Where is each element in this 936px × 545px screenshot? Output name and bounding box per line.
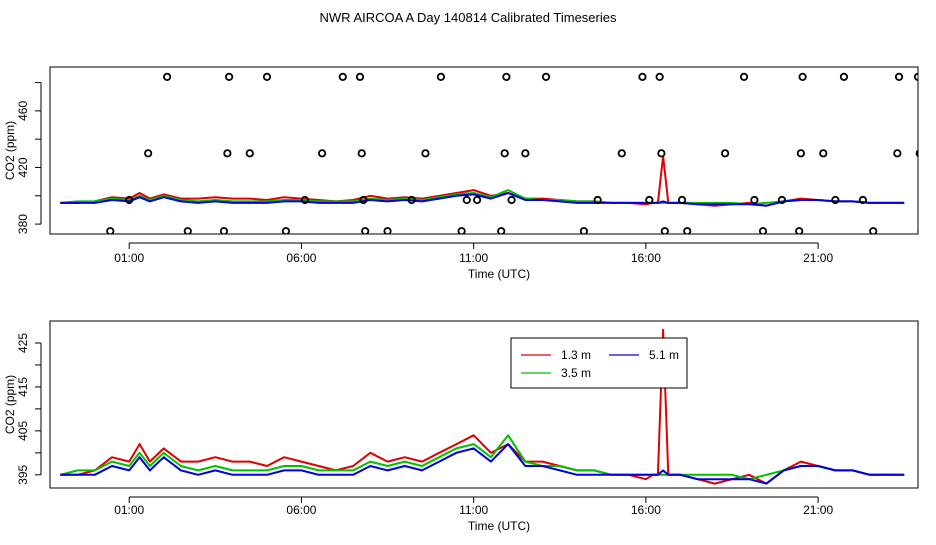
y-tick-label: 395 (16, 464, 30, 484)
flag-point (638, 72, 647, 82)
flag-point (436, 72, 446, 82)
flag-point (262, 72, 272, 82)
x-tick-label: 21:00 (803, 503, 833, 517)
plot-area (60, 72, 926, 234)
flag-point (383, 227, 392, 234)
bottom-panel: 01:00 06:00 11:00 16:00 21:00 Time (UTC) 395 40… (3, 320, 919, 533)
flag-point (750, 195, 759, 205)
legend-label: 3.5 m (561, 366, 591, 380)
flag-point (421, 149, 430, 158)
flag-point (660, 227, 669, 234)
flag-point (144, 149, 153, 158)
flag-point (245, 149, 254, 158)
flag-point (869, 227, 878, 234)
series-line-13m (60, 328, 905, 485)
plot-frame (49, 66, 919, 235)
flag-point (223, 149, 232, 158)
flag-point (683, 227, 692, 234)
flag-point (183, 227, 192, 234)
flag-point (521, 149, 530, 158)
x-tick-label: 01:00 (114, 503, 144, 517)
flag-point (163, 72, 172, 82)
flag-point (106, 227, 115, 234)
flag-point (645, 195, 654, 205)
flag-point (915, 149, 918, 158)
plot-frame (49, 320, 919, 489)
flag-point (507, 195, 516, 205)
y-axis-label: CO2 (ppm) (3, 121, 17, 180)
flag-point (462, 195, 471, 205)
flag-point (657, 149, 666, 158)
flag-point (839, 72, 849, 82)
y-tick-label: 415 (16, 377, 30, 397)
x-tick-label: 06:00 (286, 251, 316, 265)
flag-point (500, 149, 509, 158)
flag-point (758, 227, 768, 234)
flag-point (917, 228, 918, 234)
flag-point (361, 227, 370, 234)
legend-label: 5.1 m (649, 348, 679, 362)
x-tick-label: 11:00 (459, 251, 488, 265)
flag-point (355, 72, 365, 82)
x-tick-label: 06:00 (286, 503, 316, 517)
x-axis-label: Time (UTC) (468, 267, 530, 281)
flag-point (858, 195, 867, 205)
series-line-51m (60, 443, 905, 485)
flag-point (359, 195, 368, 205)
flag-point (739, 72, 749, 82)
flag-point (617, 149, 626, 158)
x-axis-label: Time (UTC) (468, 519, 530, 533)
flag-point (338, 72, 347, 82)
flag-point (655, 72, 664, 82)
flag-point (281, 227, 291, 234)
legend: 1.3 m 5.1 m 3.5 m (510, 337, 688, 389)
x-tick-label: 01:00 (114, 251, 144, 265)
y-tick-label: 380 (16, 214, 30, 234)
top-panel: 01:00 06:00 11:00 16:00 21:00 Time (UTC) 380 42… (3, 66, 926, 281)
legend-label: 1.3 m (561, 348, 591, 362)
flag-point (777, 195, 787, 205)
flag-point (357, 149, 366, 158)
flag-point (579, 227, 588, 234)
series-line-51m (60, 192, 905, 207)
flag-point (502, 72, 511, 82)
y-axis-label: CO2 (ppm) (3, 375, 17, 434)
flag-point (593, 195, 602, 205)
flag-point (457, 227, 466, 234)
flag-point (920, 197, 926, 203)
flag-point (795, 227, 804, 234)
flag-point (798, 72, 807, 82)
flag-point (721, 149, 730, 158)
series-line-13m (60, 155, 905, 207)
x-tick-label: 11:00 (459, 503, 488, 517)
flag-point (125, 195, 134, 205)
flag-point (831, 195, 840, 205)
plot-area (60, 328, 905, 485)
legend-box (510, 337, 688, 389)
flag-point (407, 195, 416, 205)
flag-point (893, 149, 902, 158)
flag-point (473, 195, 482, 205)
flag-point (819, 149, 828, 158)
flag-point (541, 72, 551, 82)
page-title: NWR AIRCOA A Day 140814 Calibrated Times… (320, 10, 617, 25)
flag-point (225, 72, 234, 82)
flag-point (894, 72, 904, 82)
x-tick-label: 16:00 (631, 251, 661, 265)
y-tick-label: 460 (16, 101, 30, 121)
x-tick-label: 21:00 (803, 251, 833, 265)
y-tick-label: 420 (16, 157, 30, 177)
flag-point (318, 149, 327, 158)
flag-point (677, 195, 687, 205)
flag-point (796, 149, 805, 158)
flag-point (913, 72, 918, 82)
y-tick-label: 405 (16, 421, 30, 441)
flag-point (219, 227, 229, 234)
y-tick-label: 425 (16, 333, 30, 353)
x-tick-label: 16:00 (631, 503, 661, 517)
flag-point (300, 195, 309, 205)
flag-point (497, 227, 506, 234)
